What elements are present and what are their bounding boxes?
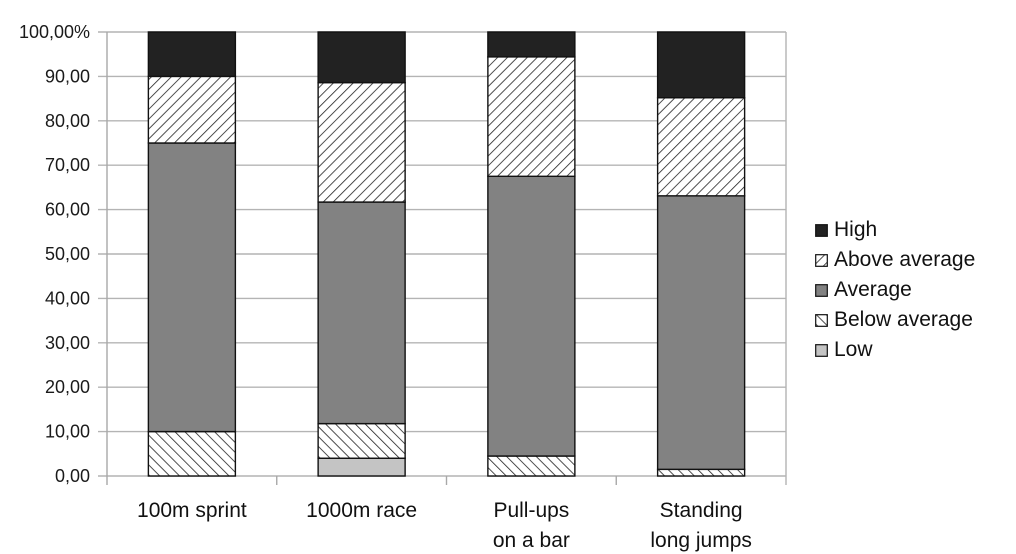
- bar-segment-high: [656, 31, 746, 99]
- bar-segment-average: [487, 175, 576, 457]
- y-tick-label: 50,00: [45, 244, 90, 264]
- y-tick-label: 10,00: [45, 422, 90, 442]
- legend-label: Below average: [834, 308, 973, 331]
- bar-segment-average: [656, 195, 746, 471]
- legend-label: Average: [834, 278, 912, 301]
- x-category-label: 1000m race: [306, 499, 417, 522]
- legend-label: High: [834, 218, 878, 241]
- legend-swatch: [815, 283, 828, 297]
- axes: [106, 32, 787, 485]
- x-axis-category-labels: 100m sprint 1000m race Pull-ups on a bar Sta…: [137, 499, 752, 552]
- y-tick-label: 100,00%: [19, 22, 90, 42]
- y-tick-label: 90,00: [45, 66, 90, 86]
- y-tick-label: 60,00: [45, 200, 90, 220]
- y-tick-label: 30,00: [45, 333, 90, 353]
- legend-item: Average: [815, 275, 975, 305]
- bar-segment-average: [317, 201, 406, 425]
- y-tick-label: 0,00: [55, 466, 90, 486]
- legend-swatch: [815, 253, 828, 267]
- bar-segment-above-average: [317, 81, 406, 203]
- legend-label: Above average: [834, 248, 976, 271]
- legend-label: Low: [834, 338, 873, 361]
- x-category-label: Standing: [660, 499, 743, 522]
- x-category-label: 100m sprint: [137, 499, 247, 522]
- legend-item: Low: [815, 335, 975, 365]
- legend: High Above average Average Below average Low: [815, 215, 975, 365]
- bar-segment-above-average: [487, 56, 576, 177]
- bar-segment-low: [317, 457, 406, 477]
- y-tick-label: 70,00: [45, 155, 90, 175]
- bar-segment-high: [147, 31, 237, 78]
- bar-segment-below-average: [317, 422, 406, 459]
- y-tick-label: 40,00: [45, 288, 90, 308]
- legend-swatch: [815, 223, 828, 237]
- x-category-label: Pull-ups: [493, 499, 569, 522]
- y-tick-label: 20,00: [45, 377, 90, 397]
- x-category-label: on a bar: [493, 529, 570, 552]
- y-axis-tick-labels: 0,00 10,00 20,00 30,00 40,00 50,00 60,00 70,00 8…: [19, 22, 90, 486]
- y-tick-label: 80,00: [45, 111, 90, 131]
- legend-item: Below average: [815, 305, 975, 335]
- legend-item: High: [815, 215, 975, 245]
- bar-segment-above-average: [656, 97, 746, 197]
- bar-segment-above-average: [147, 75, 237, 144]
- bar-segment-average: [147, 142, 237, 433]
- x-category-label: long jumps: [650, 529, 752, 552]
- legend-swatch: [815, 313, 828, 327]
- bars: [147, 31, 746, 477]
- legend-item: Above average: [815, 245, 975, 275]
- bar-segment-high: [317, 31, 406, 84]
- legend-swatch: [815, 343, 828, 357]
- bar-segment-below-average: [147, 430, 237, 477]
- bar-segment-below-average: [487, 455, 576, 477]
- bar-segment-below-average: [656, 468, 746, 477]
- bar-segment-high: [487, 31, 576, 58]
